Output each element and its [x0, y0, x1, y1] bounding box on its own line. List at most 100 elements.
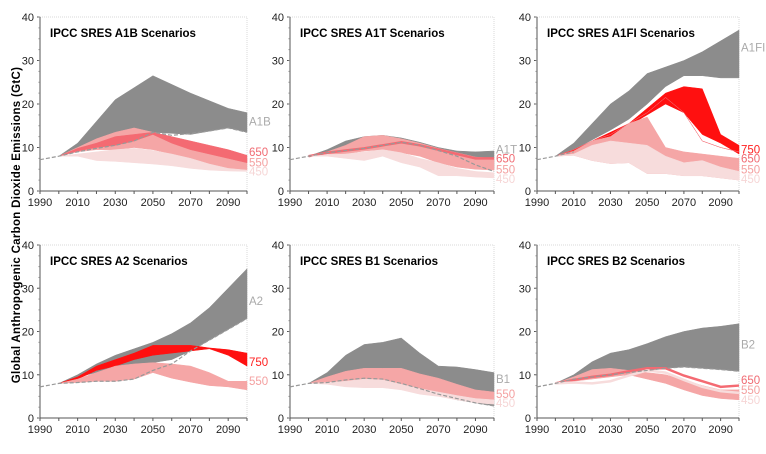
y-tick-label: 0 — [525, 413, 531, 425]
x-tick-label: 2010 — [65, 424, 89, 436]
x-tick-label: 2070 — [426, 424, 450, 436]
x-tick-label: 2090 — [463, 424, 487, 436]
end-label-650: 650 — [741, 153, 760, 165]
x-tick-label: 2030 — [352, 424, 376, 436]
x-tick-label: 1990 — [278, 197, 302, 209]
y-tick-label: 40 — [22, 240, 34, 252]
end-label-A2: A2 — [249, 296, 263, 308]
y-tick-label: 20 — [519, 99, 531, 111]
y-tick-label: 30 — [519, 283, 531, 295]
x-tick-label: 2090 — [708, 424, 732, 436]
y-tick-label: 20 — [272, 99, 284, 111]
x-tick-label: 2050 — [141, 424, 165, 436]
x-tick-label: 2090 — [463, 197, 487, 209]
x-tick-label: 2070 — [672, 424, 696, 436]
x-tick-label: 2030 — [598, 197, 622, 209]
x-tick-label: 1990 — [525, 424, 549, 436]
x-tick-label: 1990 — [28, 424, 52, 436]
end-label-650: 650 — [496, 153, 515, 165]
end-label-550: 550 — [496, 164, 515, 176]
end-label-650: 650 — [249, 147, 268, 159]
band-450 — [58, 148, 248, 172]
band-650 — [555, 97, 740, 157]
x-tick-label: 1990 — [525, 197, 549, 209]
chart-title: IPCC SRES B1 Scenarios — [300, 256, 438, 268]
x-tick-label: 2090 — [708, 197, 732, 209]
y-tick-label: 20 — [22, 99, 34, 111]
x-tick-label: 2030 — [103, 197, 127, 209]
y-tick-label: 40 — [272, 240, 284, 252]
y-tick-label: 0 — [278, 186, 284, 198]
end-label-650: 650 — [741, 375, 760, 387]
y-tick-label: 30 — [519, 56, 531, 68]
historical-dashed-line — [289, 141, 495, 172]
x-tick-label: 2070 — [672, 197, 696, 209]
band-450 — [308, 149, 495, 179]
y-tick-label: 10 — [272, 143, 284, 155]
x-tick-label: 2030 — [598, 424, 622, 436]
band-750 — [58, 345, 248, 384]
band-550 — [58, 127, 248, 171]
x-tick-label: 2090 — [216, 197, 240, 209]
band-550 — [308, 135, 495, 171]
x-tick-label: 2090 — [216, 424, 240, 436]
x-tick-label: 2050 — [141, 197, 165, 209]
x-tick-label: 2050 — [635, 197, 659, 209]
y-tick-label: 20 — [519, 327, 531, 339]
end-label-450: 450 — [496, 174, 515, 186]
chart-title: IPCC SRES A1T Scenarios — [300, 28, 445, 40]
end-label-450: 450 — [496, 398, 515, 410]
y-tick-label: 20 — [272, 327, 284, 339]
chart-title: IPCC SRES A1FI Scenarios — [547, 28, 695, 40]
end-label-750: 750 — [249, 357, 268, 369]
x-tick-label: 2070 — [426, 197, 450, 209]
historical-dashed-line — [536, 366, 740, 388]
end-label-550: 550 — [249, 158, 268, 170]
y-tick-label: 30 — [272, 283, 284, 295]
y-tick-label: 10 — [272, 370, 284, 382]
x-tick-label: 1990 — [28, 197, 52, 209]
historical-dashed-line — [536, 151, 574, 161]
y-tick-label: 30 — [22, 56, 34, 68]
end-label-450: 450 — [741, 395, 760, 407]
end-label-550: 550 — [496, 389, 515, 401]
end-label-550: 550 — [741, 164, 760, 176]
x-tick-label: 2070 — [178, 424, 202, 436]
y-tick-label: 0 — [525, 186, 531, 198]
y-tick-label: 10 — [22, 143, 34, 155]
y-tick-label: 0 — [28, 413, 34, 425]
y-tick-label: 40 — [519, 240, 531, 252]
y-tick-label: 30 — [22, 283, 34, 295]
end-label-B2: B2 — [741, 339, 755, 351]
x-tick-label: 2030 — [352, 197, 376, 209]
x-tick-label: 2050 — [389, 424, 413, 436]
end-label-750: 750 — [741, 145, 760, 157]
band-550 — [58, 362, 248, 391]
historical-dashed-line — [39, 127, 248, 161]
y-tick-label: 40 — [22, 12, 34, 24]
x-tick-label: 2010 — [315, 197, 339, 209]
x-tick-label: 2050 — [635, 424, 659, 436]
x-tick-label: 2010 — [561, 424, 585, 436]
x-tick-label: 1990 — [278, 424, 302, 436]
band-450 — [308, 378, 495, 405]
y-tick-label: 20 — [22, 327, 34, 339]
y-tick-label: 40 — [272, 12, 284, 24]
x-tick-label: 2010 — [561, 197, 585, 209]
y-tick-label: 0 — [278, 413, 284, 425]
chart-title: IPCC SRES A1B Scenarios — [50, 28, 196, 40]
chart-title: IPCC SRES A2 Scenarios — [50, 256, 188, 268]
x-tick-label: 2010 — [65, 197, 89, 209]
x-tick-label: 2030 — [103, 424, 127, 436]
end-label-450: 450 — [249, 166, 268, 178]
y-tick-label: 0 — [28, 186, 34, 198]
y-tick-label: 10 — [22, 370, 34, 382]
band-A1FI — [555, 29, 740, 157]
